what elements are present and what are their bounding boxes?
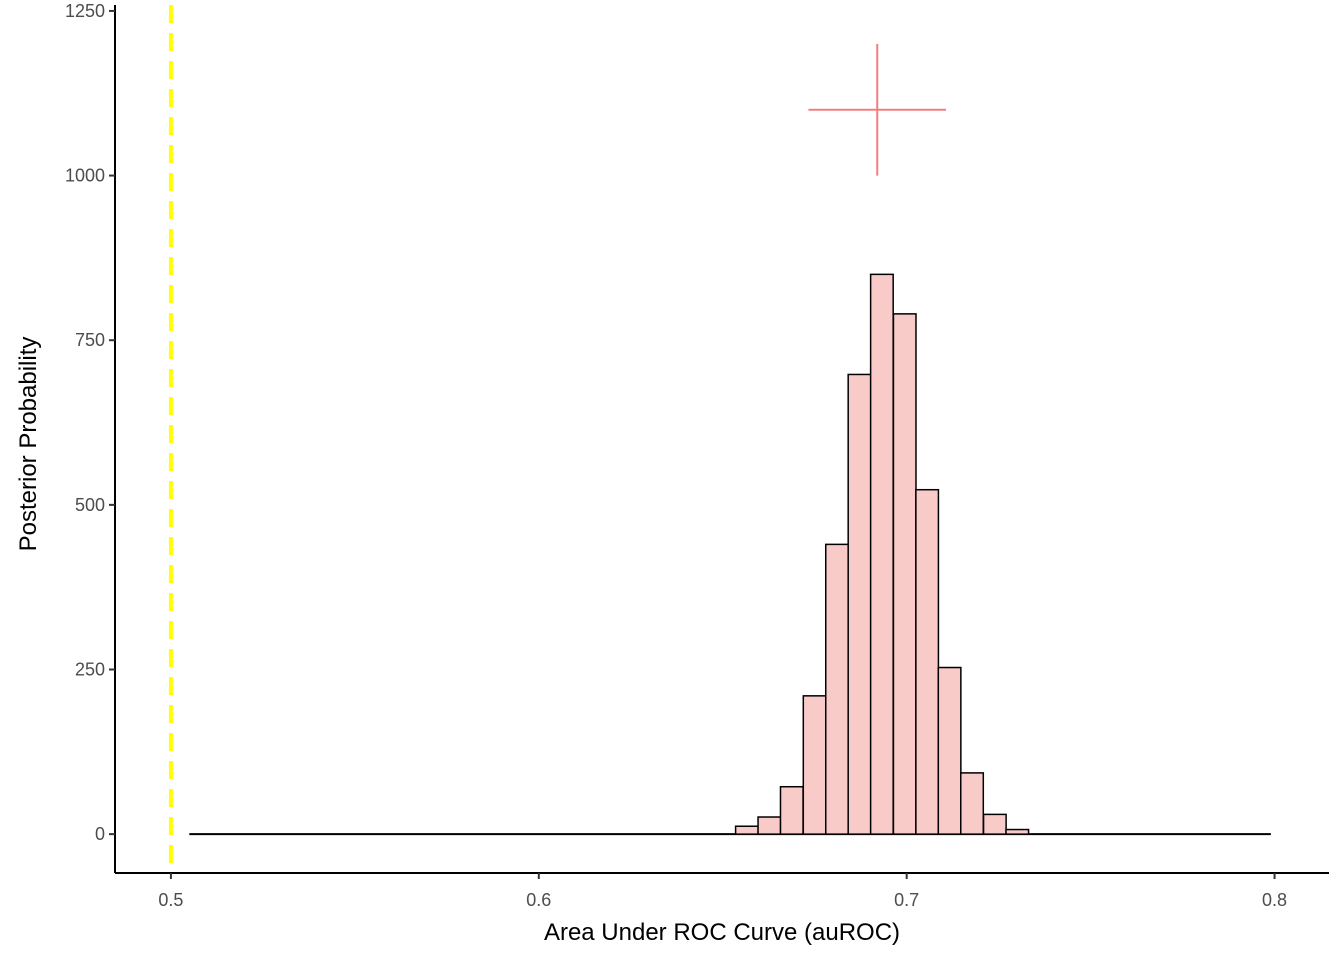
x-tick-label-0.6: 0.6 bbox=[526, 890, 551, 910]
histogram-bars bbox=[189, 273, 1271, 836]
x-tick-label-0.7: 0.7 bbox=[894, 890, 919, 910]
x-tick-label-0.8: 0.8 bbox=[1262, 890, 1287, 910]
histogram-bar-5 bbox=[847, 373, 872, 835]
y-tick-label-1250: 1250 bbox=[65, 1, 105, 21]
histogram-bar-9 bbox=[937, 666, 962, 835]
histogram-bar-10 bbox=[960, 772, 985, 835]
y-axis-title: Posterior Probability bbox=[15, 337, 42, 552]
axes: 0 250 500 750 1000 1250 0.5 0.6 0.7 0.8 bbox=[65, 1, 1329, 910]
histogram-bar-6 bbox=[869, 273, 894, 835]
histogram-bar-7 bbox=[892, 313, 917, 835]
histogram-bar-1 bbox=[757, 816, 782, 835]
histogram-bar-12 bbox=[1005, 828, 1030, 835]
histogram-bar-2 bbox=[779, 785, 804, 835]
histogram-bar-3 bbox=[802, 695, 827, 835]
histogram-bar-4 bbox=[824, 543, 850, 835]
x-axis-title: Area Under ROC Curve (auROC) bbox=[544, 919, 900, 946]
annotation-layer bbox=[808, 43, 947, 176]
y-tick-label-0: 0 bbox=[95, 824, 105, 844]
histogram-bar-8 bbox=[915, 488, 940, 835]
histogram-bar-11 bbox=[982, 813, 1007, 835]
y-tick-label-1000: 1000 bbox=[65, 166, 105, 186]
histogram-bar-0 bbox=[734, 825, 759, 835]
x-tick-label-0.5: 0.5 bbox=[158, 890, 183, 910]
y-tick-label-500: 500 bbox=[75, 495, 105, 515]
y-tick-label-250: 250 bbox=[75, 660, 105, 680]
y-tick-label-750: 750 bbox=[75, 330, 105, 350]
